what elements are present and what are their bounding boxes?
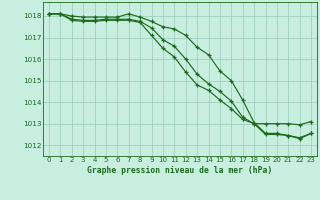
- X-axis label: Graphe pression niveau de la mer (hPa): Graphe pression niveau de la mer (hPa): [87, 166, 273, 175]
